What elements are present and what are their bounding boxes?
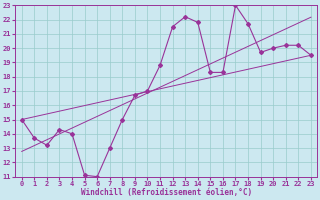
X-axis label: Windchill (Refroidissement éolien,°C): Windchill (Refroidissement éolien,°C) <box>81 188 252 197</box>
